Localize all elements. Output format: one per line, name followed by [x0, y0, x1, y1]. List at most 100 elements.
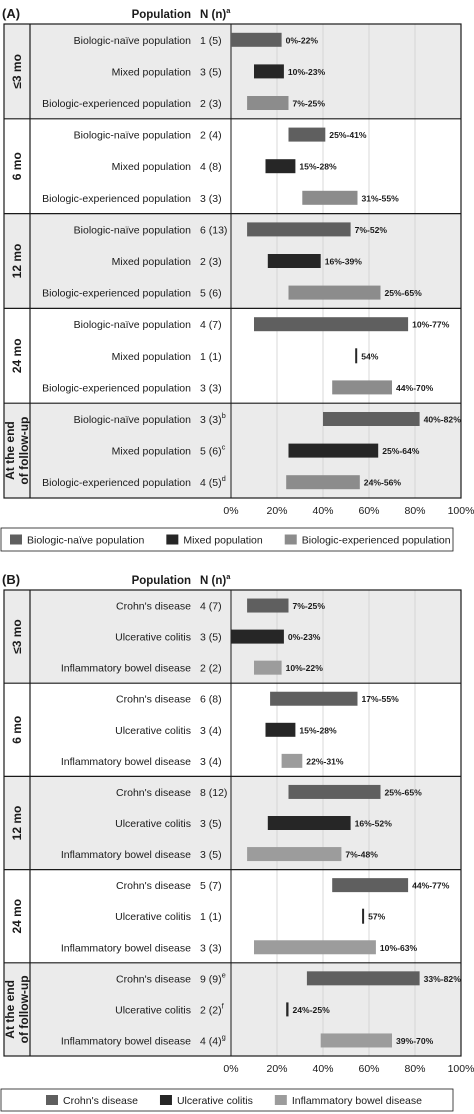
legend-label: Biologic-experienced population — [302, 535, 451, 547]
range-bar — [286, 475, 360, 490]
row-n: 3 (4) — [200, 725, 222, 737]
n-header-sup: a — [226, 572, 231, 581]
range-bar — [281, 753, 303, 768]
legend-swatch — [166, 534, 179, 545]
row-n: 2 (2) — [200, 663, 222, 675]
range-bar — [254, 940, 376, 955]
range-bar — [362, 908, 365, 924]
range-label: 44%-70% — [396, 383, 434, 393]
range-label: 25%-65% — [385, 787, 423, 797]
range-bar — [265, 159, 296, 174]
range-bar — [247, 96, 289, 110]
row-label: Crohn's disease — [116, 601, 191, 613]
range-bar — [231, 32, 282, 47]
range-bar — [247, 847, 342, 862]
legend-swatch — [159, 1095, 172, 1105]
range-label: 57% — [368, 912, 386, 922]
range-bar — [247, 222, 351, 237]
range-label: 7%-25% — [293, 601, 326, 611]
range-label: 40%-82% — [424, 415, 462, 425]
range-label: 0%-22% — [286, 35, 319, 45]
range-bar — [323, 412, 420, 426]
row-n: 3 (3) — [200, 193, 222, 205]
n-header-sup: a — [226, 6, 231, 15]
panel-frame — [3, 23, 462, 499]
range-label: 24%-25% — [293, 1005, 331, 1015]
panel-letter: (A) — [2, 6, 20, 21]
row-n-sup: g — [222, 1032, 226, 1041]
row-label: Mixed population — [112, 66, 192, 78]
row-n: 4 (7) — [200, 319, 222, 331]
legend-label: Mixed population — [183, 535, 263, 547]
range-label: 44%-77% — [412, 881, 450, 891]
row-label: Mixed population — [112, 446, 192, 458]
range-bar — [254, 317, 409, 332]
x-tick-label: 80% — [404, 505, 425, 517]
range-label: 39%-70% — [396, 1036, 434, 1046]
panel-letter: (B) — [2, 572, 20, 587]
x-tick-label: 20% — [266, 1063, 287, 1075]
row-n: 1 (1) — [200, 911, 222, 923]
legend-label: Inflammatory bowel disease — [292, 1095, 422, 1107]
legend-label: Crohn's disease — [63, 1095, 138, 1107]
range-bar — [332, 380, 392, 395]
population-header: Population — [132, 575, 191, 587]
x-tick-label: 40% — [312, 505, 333, 517]
row-n: 1 (1) — [200, 351, 222, 363]
row-label: Inflammatory bowel disease — [61, 663, 191, 675]
range-bar — [306, 971, 420, 986]
range-label: 10%-23% — [288, 67, 326, 77]
range-label: 15%-28% — [299, 162, 337, 172]
range-bar — [355, 348, 358, 364]
row-label: Crohn's disease — [116, 787, 191, 799]
row-n: 2 (4) — [200, 130, 222, 142]
legend: Biologic-naïve population Mixed populatio… — [0, 527, 454, 552]
legend-label: Biologic-naïve population — [27, 535, 144, 547]
row-label: Biologic-naïve population — [74, 224, 191, 236]
range-label: 17%-55% — [362, 694, 400, 704]
row-label: Biologic-experienced population — [42, 382, 191, 394]
n-header: N (n)a — [200, 572, 231, 587]
row-n: 3 (5) — [200, 818, 222, 830]
row-n: 6 (8) — [200, 694, 222, 706]
range-label: 25%-41% — [329, 130, 367, 140]
row-n: 1 (5) — [200, 35, 222, 47]
row-label: Mixed population — [112, 161, 192, 173]
range-bar — [288, 285, 381, 300]
range-bar — [265, 722, 296, 737]
segment-label: ≤3 mo — [10, 619, 24, 654]
x-tick-label: 40% — [312, 1063, 333, 1075]
segment-label: At the endof follow-up — [3, 975, 31, 1043]
legend-swatch — [284, 534, 297, 545]
panel-b: (B) Population N (n)a ≤3 mo Crohn's disease 4… — [0, 572, 474, 1112]
row-n: 4 (8) — [200, 161, 222, 173]
range-bar — [286, 1002, 289, 1017]
row-label: Crohn's disease — [116, 694, 191, 706]
segment-label: At the endof follow-up — [3, 417, 31, 485]
row-n: 4 (5)d — [200, 474, 226, 489]
range-label: 15%-28% — [299, 725, 337, 735]
x-tick-label: 0% — [223, 1063, 238, 1075]
row-n: 5 (6) — [200, 288, 222, 300]
legend: Crohn's disease Ulcerative colitis Inflamm… — [0, 1088, 454, 1112]
range-label: 24%-56% — [364, 478, 402, 488]
range-bar — [231, 629, 284, 644]
legend-swatch — [46, 1095, 58, 1105]
row-n-sup: f — [222, 1001, 225, 1010]
segment-label: ≤3 mo — [10, 54, 24, 89]
row-label: Mixed population — [112, 256, 192, 268]
row-label: Biologic-experienced population — [42, 98, 191, 110]
range-label: 25%-65% — [385, 288, 423, 298]
range-label: 10%-63% — [380, 943, 418, 953]
range-label: 7%-52% — [355, 225, 388, 235]
row-label: Ulcerative colitis — [115, 818, 191, 830]
row-label: Inflammatory bowel disease — [61, 1035, 191, 1047]
range-bar — [332, 878, 409, 893]
row-label: Biologic-naïve population — [74, 319, 191, 331]
row-label: Biologic-experienced population — [42, 193, 191, 205]
row-label: Biologic-experienced population — [42, 477, 191, 489]
row-label: Mixed population — [112, 351, 192, 363]
segment-label: 6 mo — [10, 152, 24, 180]
row-n-sup: e — [222, 970, 226, 979]
